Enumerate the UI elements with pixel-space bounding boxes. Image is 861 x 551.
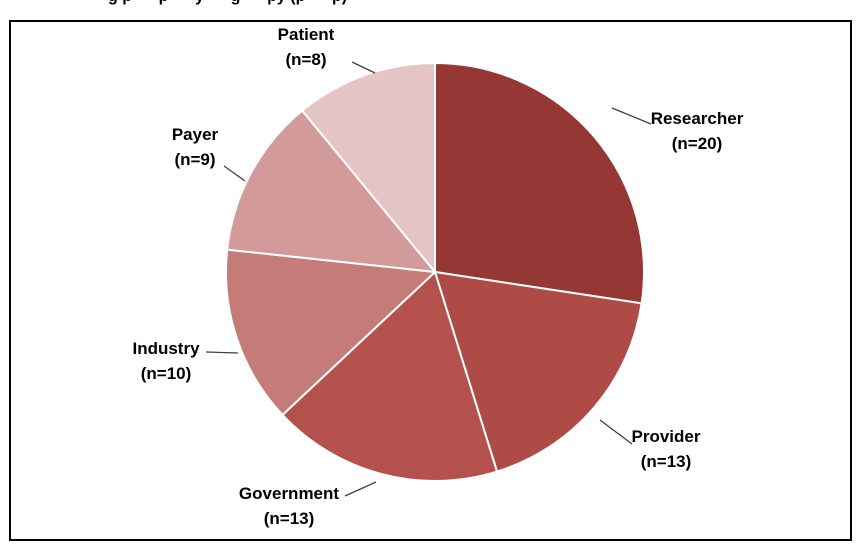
slice-count-government: (n=13) bbox=[263, 509, 315, 528]
slice-name-government: Government bbox=[238, 484, 340, 503]
leader-line-patient bbox=[351, 61, 376, 74]
slice-label-government: Government (n=13) bbox=[239, 481, 339, 531]
slice-count-industry: (n=10) bbox=[140, 364, 192, 383]
pie-slice-industry bbox=[225, 248, 436, 416]
slice-name-patient: Patient bbox=[277, 25, 335, 44]
leader-line-government bbox=[344, 481, 377, 497]
pie-slice-payer bbox=[226, 109, 436, 273]
leader-line-researcher bbox=[611, 107, 652, 125]
leader-line-industry bbox=[205, 351, 239, 354]
slice-count-patient: (n=8) bbox=[285, 50, 327, 69]
slice-name-payer: Payer bbox=[171, 125, 219, 144]
slice-label-payer: Payer (n=9) bbox=[172, 122, 218, 172]
caption-fragment-text: g p p y g py (p p) bbox=[0, 0, 860, 6]
slice-label-provider: Provider (n=13) bbox=[632, 424, 701, 474]
slice-count-researcher: (n=20) bbox=[671, 134, 723, 153]
pie-slice-provider bbox=[434, 271, 643, 473]
slice-label-researcher: Researcher (n=20) bbox=[651, 106, 744, 156]
slice-name-provider: Provider bbox=[631, 427, 701, 446]
slice-count-payer: (n=9) bbox=[174, 150, 216, 169]
caption-fragment: g p p y g py (p p) bbox=[0, 0, 860, 9]
slice-count-provider: (n=13) bbox=[640, 452, 692, 471]
pie-slice-government bbox=[281, 271, 498, 482]
pie-slice-patient bbox=[301, 62, 436, 273]
leader-line-provider bbox=[599, 419, 633, 445]
slice-name-industry: Industry bbox=[132, 339, 200, 358]
slice-label-industry: Industry (n=10) bbox=[132, 336, 199, 386]
pie-slice-researcher bbox=[434, 62, 645, 305]
slice-label-patient: Patient (n=8) bbox=[278, 22, 335, 72]
slice-name-researcher: Researcher bbox=[650, 109, 744, 128]
leader-line-payer bbox=[223, 165, 246, 182]
